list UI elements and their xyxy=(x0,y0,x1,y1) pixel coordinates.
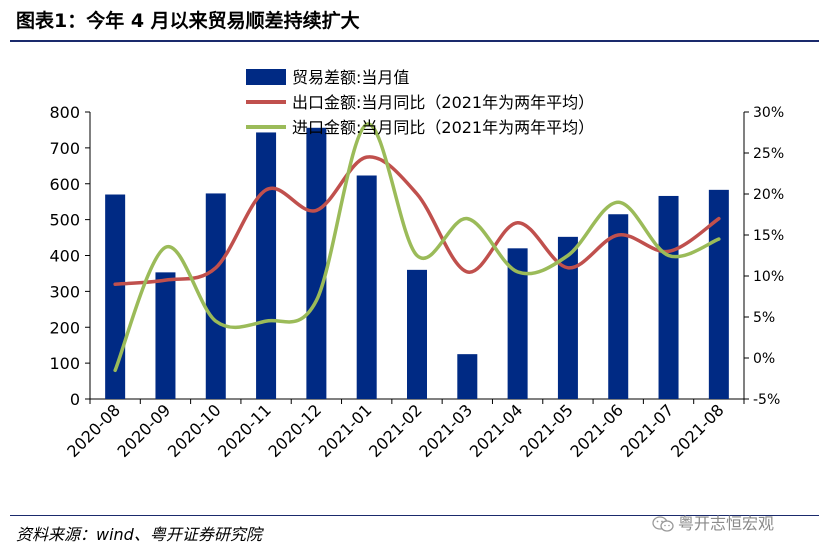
x-tick-label: 2021-01 xyxy=(315,400,376,461)
bar xyxy=(507,248,528,399)
bar-series xyxy=(105,127,729,400)
footer-rule xyxy=(10,515,819,516)
x-tick-label: 2020-09 xyxy=(114,400,175,461)
source-note: 资料来源：wind、粤开证券研究院 xyxy=(16,525,262,544)
x-tick-label: 2020-12 xyxy=(265,400,326,461)
right-tick-label: 30% xyxy=(753,105,784,121)
right-tick-label: 0% xyxy=(753,351,775,367)
bar xyxy=(608,214,629,399)
line-series xyxy=(113,122,721,373)
right-tick-label: -5% xyxy=(753,392,780,408)
right-tick-label: 20% xyxy=(753,187,784,203)
bar xyxy=(457,354,478,399)
export-yoy-line xyxy=(113,155,721,286)
left-tick-label: 100 xyxy=(49,354,80,373)
left-tick-label: 0 xyxy=(70,390,80,409)
bar xyxy=(155,272,176,399)
legend-swatch-bar xyxy=(246,69,286,85)
figure-title: 图表1：今年 4 月以来贸易顺差持续扩大 xyxy=(16,10,360,32)
x-tick-label: 2020-11 xyxy=(214,400,275,461)
bar xyxy=(306,127,327,399)
import-yoy-line xyxy=(113,122,721,373)
x-tick-label: 2021-03 xyxy=(415,400,476,461)
x-tick-label: 2020-08 xyxy=(63,400,124,461)
bar xyxy=(708,189,729,399)
left-tick-label: 800 xyxy=(49,103,80,122)
right-tick-label: 5% xyxy=(753,310,775,326)
watermark: 粤开志恒宏观 xyxy=(652,510,774,534)
legend-label: 进口金额:当月同比（2021年为两年平均） xyxy=(292,118,594,137)
watermark-text: 粤开志恒宏观 xyxy=(678,514,775,533)
left-tick-label: 200 xyxy=(49,318,80,337)
x-tick-label: 2021-02 xyxy=(365,400,426,461)
right-tick-label: 15% xyxy=(753,228,784,244)
x-tick-label: 2021-05 xyxy=(516,400,577,461)
legend-label: 贸易差额:当月值 xyxy=(292,68,409,87)
title-rule xyxy=(10,40,819,42)
x-tick-label: 2021-04 xyxy=(466,400,527,461)
bar xyxy=(205,193,226,399)
left-tick-label: 300 xyxy=(49,282,80,301)
left-tick-label: 600 xyxy=(49,175,80,194)
bar xyxy=(557,236,578,399)
wechat-icon xyxy=(652,516,674,532)
bar xyxy=(356,175,377,399)
bar xyxy=(407,269,427,399)
left-tick-label: 400 xyxy=(49,247,80,266)
x-tick-label: 2021-08 xyxy=(667,400,728,461)
right-tick-label: 25% xyxy=(753,146,784,162)
x-tick-label: 2021-07 xyxy=(617,400,678,461)
bar xyxy=(105,194,126,399)
x-tick-label: 2020-10 xyxy=(164,400,225,461)
x-tick-label: 2021-06 xyxy=(566,400,627,461)
left-tick-label: 500 xyxy=(49,211,80,230)
legend-label: 出口金额:当月同比（2021年为两年平均） xyxy=(292,93,594,112)
right-tick-label: 10% xyxy=(753,269,784,285)
bar xyxy=(256,132,277,400)
left-tick-label: 700 xyxy=(49,139,80,158)
bar xyxy=(658,195,679,399)
